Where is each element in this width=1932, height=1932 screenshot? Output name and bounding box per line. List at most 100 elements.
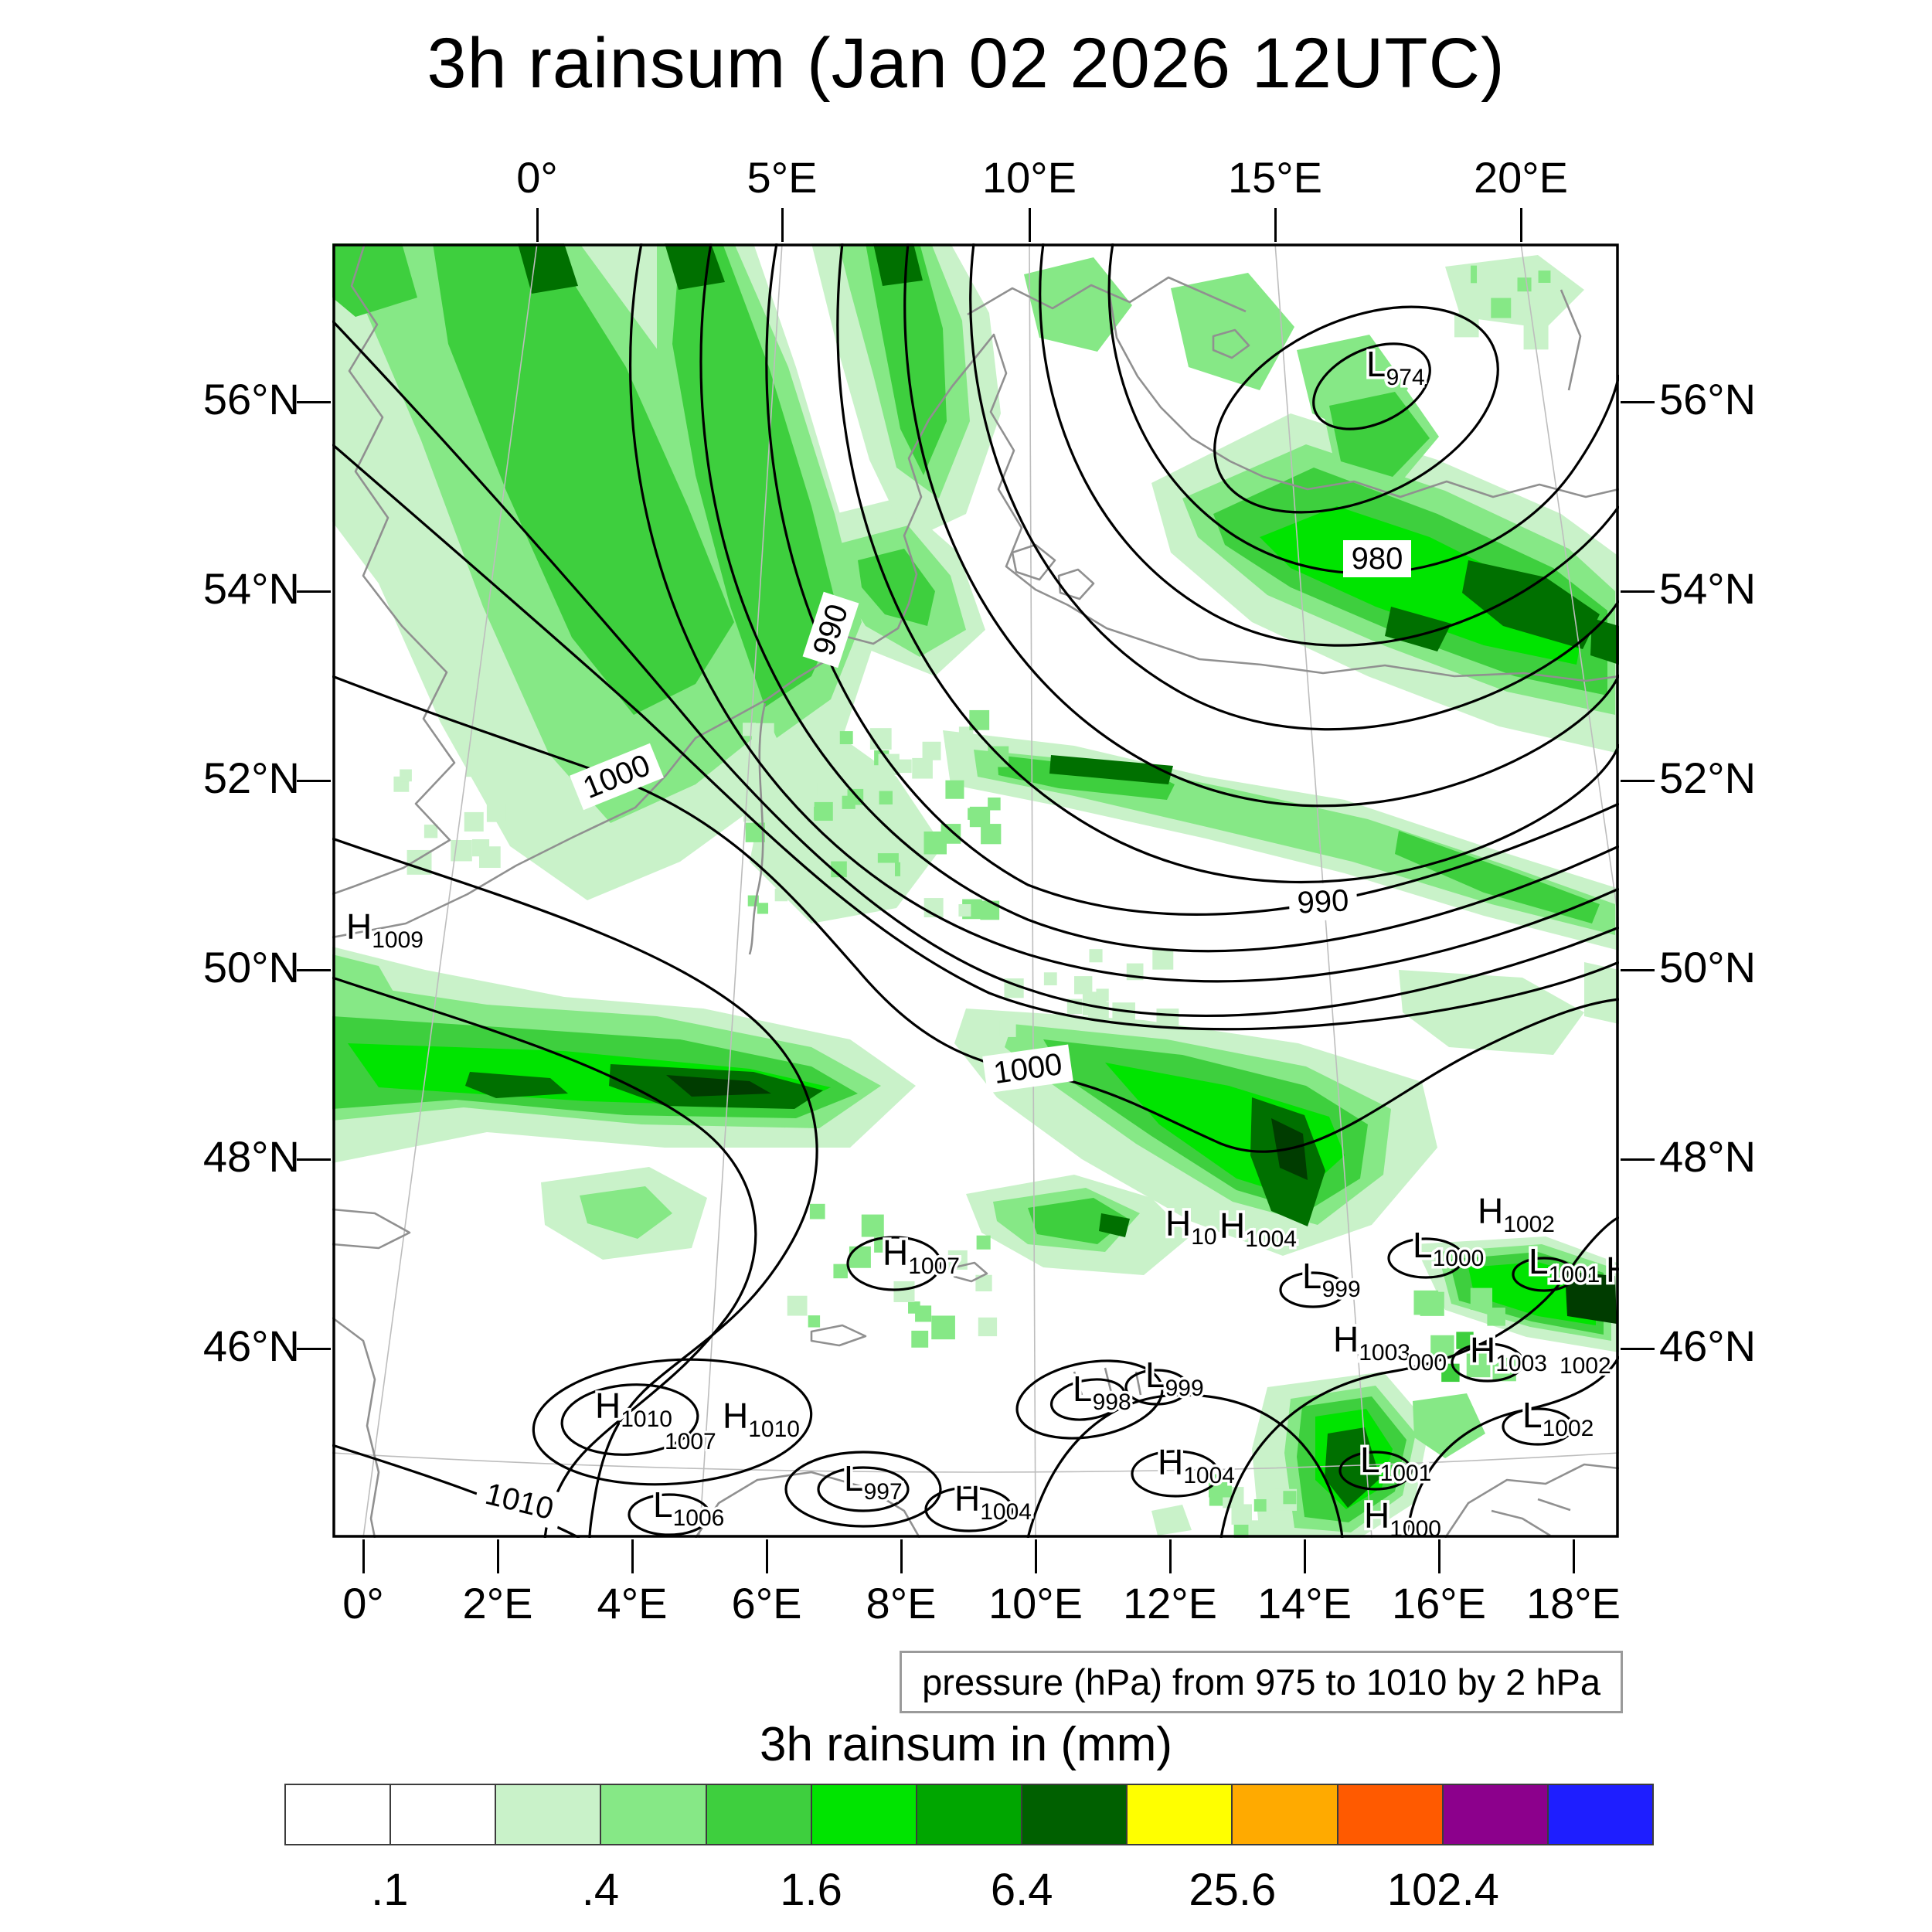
axis-tick-top: [781, 208, 784, 242]
pressure-center-h: H1010: [723, 1396, 800, 1442]
axis-label-left: 56°N: [202, 375, 300, 423]
axis-label-bottom: 14°E: [1257, 1579, 1352, 1628]
axis-tick-bottom: [497, 1539, 499, 1573]
axis-label-bottom: 0°: [342, 1579, 384, 1628]
colorbar-cell-5: [810, 1784, 917, 1845]
axis-tick-left: [297, 401, 331, 403]
axis-tick-bottom: [631, 1539, 634, 1573]
axis-label-left: 46°N: [202, 1321, 300, 1370]
colorbar-cell-1: [389, 1784, 497, 1845]
axis-label-left: 48°N: [202, 1132, 300, 1181]
colorbar: [284, 1784, 1655, 1845]
pressure-center-l: L999: [1145, 1355, 1204, 1401]
axis-label-top: 10°E: [981, 153, 1077, 202]
axis-label-left: 52°N: [202, 753, 300, 802]
axis-label-bottom: 10°E: [988, 1579, 1083, 1628]
colorbar-tick-label: .1: [371, 1865, 409, 1915]
axis-tick-bottom: [1169, 1539, 1172, 1573]
colorbar-cell-3: [600, 1784, 707, 1845]
colorbar-tick-label: 25.6: [1189, 1865, 1277, 1915]
colorbar-cell-12: [1546, 1784, 1655, 1845]
pressure-center-l: L997: [844, 1458, 903, 1505]
map-frame: [332, 243, 1619, 1538]
axis-tick-bottom: [1304, 1539, 1306, 1573]
pressure-center-l: L1000: [1413, 1225, 1484, 1271]
pressure-center-h: H1003: [1333, 1319, 1410, 1366]
axis-tick-right: [1621, 1348, 1655, 1350]
axis-tick-bottom: [900, 1539, 903, 1573]
pressure-center-h: H1003: [1470, 1330, 1547, 1376]
small-label: 000: [1408, 1350, 1447, 1376]
axis-label-top: 5°E: [747, 153, 818, 202]
axis-tick-left: [297, 1348, 331, 1350]
axis-tick-right: [1621, 969, 1655, 971]
pressure-center-l: L998: [1073, 1369, 1131, 1415]
axis-tick-left: [297, 590, 331, 593]
contour-label: 1010: [472, 1473, 566, 1530]
axis-label-bottom: 4°E: [597, 1579, 668, 1628]
axis-label-top: 0°: [516, 153, 558, 202]
axis-tick-left: [297, 780, 331, 782]
rainfall-fill-layer: [332, 243, 1619, 1538]
axis-tick-bottom: [1438, 1539, 1440, 1573]
pressure-center-h: H1002: [1478, 1191, 1555, 1237]
pressure-caption: pressure (hPa) from 975 to 1010 by 2 hPa: [900, 1651, 1623, 1713]
pressure-center-l: L974: [1366, 344, 1425, 390]
contour-label: 980: [1343, 540, 1411, 577]
axis-tick-top: [536, 208, 539, 242]
colorbar-cell-2: [495, 1784, 602, 1845]
colorbar-tick-label: .4: [581, 1865, 620, 1915]
pressure-center-h: H1010: [595, 1386, 672, 1432]
axis-label-right: 50°N: [1659, 943, 1757, 992]
colorbar-tick-label: 6.4: [990, 1865, 1053, 1915]
colorbar-cell-9: [1231, 1784, 1338, 1845]
pressure-center-l: L999: [1302, 1256, 1361, 1302]
axis-label-bottom: 8°E: [866, 1579, 937, 1628]
small-label: 1007: [665, 1429, 716, 1454]
colorbar-cell-6: [915, 1784, 1023, 1845]
svg-text:980: 980: [1352, 542, 1403, 576]
colorbar-cell-8: [1126, 1784, 1233, 1845]
axis-tick-right: [1621, 590, 1655, 593]
axis-label-right: 56°N: [1659, 375, 1757, 423]
axis-tick-right: [1621, 401, 1655, 403]
colorbar-cell-10: [1336, 1784, 1444, 1845]
axis-label-bottom: 2°E: [462, 1579, 533, 1628]
colorbar-tick-label: 1.6: [780, 1865, 842, 1915]
axis-tick-top: [1520, 208, 1522, 242]
axis-label-right: 48°N: [1659, 1132, 1757, 1181]
colorbar-cell-11: [1441, 1784, 1549, 1845]
axis-label-left: 50°N: [202, 943, 300, 992]
svg-text:1010: 1010: [482, 1477, 557, 1526]
axis-label-bottom: 18°E: [1526, 1579, 1621, 1628]
axis-tick-right: [1621, 1158, 1655, 1161]
axis-tick-bottom: [1035, 1539, 1037, 1573]
pressure-center-h: H: [1606, 1250, 1619, 1290]
pressure-center-h: H1009: [346, 906, 423, 953]
coastline-layer: [332, 243, 1619, 1538]
contour-label: 1000: [570, 743, 664, 811]
svg-text:990: 990: [1297, 883, 1350, 920]
axis-label-left: 54°N: [202, 564, 300, 613]
rain-speckles: [393, 263, 1551, 1538]
colorbar-tick-label: 102.4: [1386, 1865, 1499, 1915]
axis-label-right: 46°N: [1659, 1321, 1757, 1370]
pressure-center-h: H1004: [1158, 1442, 1235, 1488]
page-title: 3h rainsum (Jan 02 2026 12UTC): [427, 24, 1505, 103]
axis-tick-right: [1621, 780, 1655, 782]
axis-tick-top: [1029, 208, 1031, 242]
colorbar-cell-4: [705, 1784, 812, 1845]
axis-label-top: 20°E: [1473, 153, 1569, 202]
axis-tick-left: [297, 1158, 331, 1161]
contour-label: 990: [1287, 881, 1359, 923]
axis-label-bottom: 16°E: [1391, 1579, 1487, 1628]
axis-tick-bottom: [1573, 1539, 1575, 1573]
axis-tick-bottom: [766, 1539, 768, 1573]
axis-tick-left: [297, 969, 331, 971]
colorbar-cell-0: [284, 1784, 392, 1845]
axis-label-right: 54°N: [1659, 564, 1757, 613]
pressure-center-h: H1004: [954, 1478, 1032, 1525]
pressure-center-l: L1006: [653, 1485, 724, 1531]
pressure-center-h: H1007: [883, 1233, 960, 1279]
